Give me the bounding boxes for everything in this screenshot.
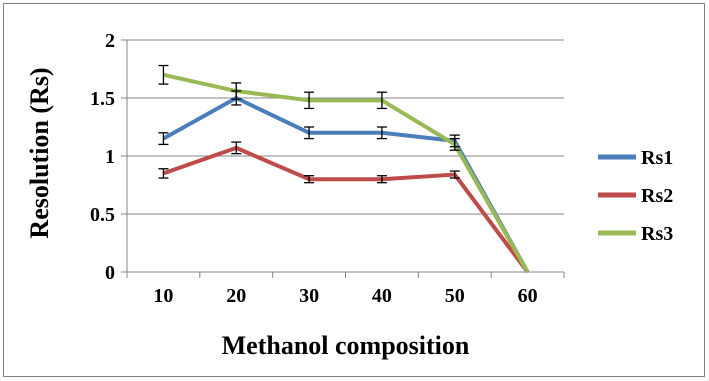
- gridlines: [127, 39, 564, 215]
- error-bar-rs3: [158, 64, 169, 85]
- chart-area: [3, 3, 705, 377]
- y-tick-label: 1: [105, 146, 115, 168]
- x-axis-title: Methanol composition: [222, 331, 470, 360]
- error-bar-rs3: [231, 82, 242, 100]
- error-bar-rs3: [449, 137, 460, 151]
- error-bar-rs2: [158, 168, 169, 179]
- error-bar-rs3: [376, 91, 387, 110]
- legend: Rs1 Rs2 Rs3: [598, 147, 673, 245]
- x-tick-label: 30: [299, 285, 319, 307]
- error-bar-rs1: [376, 126, 387, 140]
- legend-item-rs2: Rs2: [598, 185, 673, 207]
- x-tick-label: 20: [226, 285, 246, 307]
- y-tick-label: 2: [105, 30, 115, 52]
- series-lines: [162, 72, 530, 274]
- legend-item-rs3: Rs3: [598, 223, 673, 245]
- y-tick-label: 0.5: [90, 204, 115, 226]
- error-bar-rs2: [449, 170, 460, 179]
- error-bar-rs2: [231, 141, 242, 155]
- x-tick-label: 60: [518, 285, 538, 307]
- error-bar-rs3: [304, 91, 315, 110]
- x-tick-labels: 10 20 30 40 50 60: [126, 272, 565, 307]
- y-tick-labels: 0 0.5 1 1.5 2: [90, 30, 127, 284]
- x-tick-label: 10: [153, 285, 173, 307]
- legend-label: Rs3: [641, 223, 673, 245]
- series-line-rs3: [162, 72, 530, 273]
- x-tick-label: 50: [445, 285, 465, 307]
- y-tick-label: 0: [105, 262, 115, 284]
- series-line-rs2: [162, 145, 530, 274]
- legend-item-rs1: Rs1: [598, 147, 673, 169]
- y-axis-title: Resolution (Rs): [25, 67, 54, 238]
- legend-label: Rs2: [641, 185, 673, 207]
- error-bar-rs1: [158, 132, 169, 146]
- legend-label: Rs1: [641, 147, 673, 169]
- error-bar-rs1: [304, 126, 315, 140]
- x-tick-label: 40: [372, 285, 392, 307]
- y-tick-label: 1.5: [90, 88, 115, 110]
- error-bars: [158, 64, 460, 184]
- series-line-rs1: [162, 96, 530, 273]
- error-bar-rs2: [376, 175, 387, 184]
- error-bar-rs2: [304, 175, 315, 184]
